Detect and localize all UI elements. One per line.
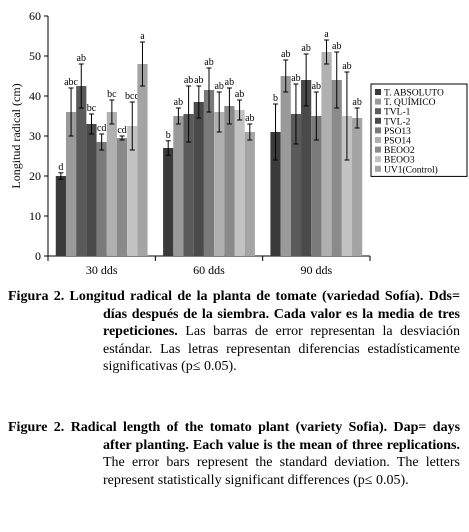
- caption-es-label: Figura 2.: [8, 289, 65, 304]
- y-tick-label: 10: [29, 209, 41, 223]
- significance-letter: ab: [301, 43, 310, 54]
- y-axis-label: Longitud radical (cm): [9, 83, 23, 188]
- legend-entry: BEOO2: [384, 146, 415, 156]
- bar: [173, 116, 184, 256]
- legend-entry: TVL-2: [384, 117, 411, 127]
- significance-letter: ab: [312, 81, 321, 92]
- caption-en-text: The error bars represent the standard de…: [103, 455, 460, 488]
- bar: [127, 126, 138, 256]
- bar: [65, 112, 77, 256]
- legend-entry: T. QUÍMICO: [384, 96, 436, 108]
- legend-swatch: [375, 108, 381, 115]
- legend-box: [370, 83, 468, 177]
- bar: [290, 114, 302, 256]
- significance-letter: ab: [225, 77, 234, 88]
- bar: [234, 110, 245, 256]
- caption-english: Figure 2. Radical length of the tomato p…: [8, 419, 460, 489]
- bar: [203, 90, 215, 256]
- bar: [280, 76, 291, 256]
- caption-spanish: Figura 2. Longitud radical de la planta …: [8, 288, 460, 376]
- bar: [183, 114, 194, 256]
- significance-letter: abc: [64, 77, 78, 88]
- significance-letter: d: [58, 162, 63, 173]
- significance-letter: bc: [87, 103, 97, 114]
- legend-swatch: [375, 137, 381, 143]
- y-tick-label: 60: [29, 9, 41, 23]
- significance-letter: ab: [352, 97, 361, 108]
- legend-entry: UV1(Control): [384, 164, 438, 175]
- legend-entry: PSO13: [384, 127, 411, 137]
- significance-letter: ab: [281, 49, 290, 60]
- bar: [214, 112, 225, 256]
- bar: [137, 64, 148, 256]
- y-tick-label: 40: [29, 89, 41, 103]
- significance-letter: ab: [194, 75, 203, 86]
- y-tick-label: 0: [35, 249, 41, 263]
- legend-swatch: [375, 156, 381, 163]
- legend-swatch: [375, 146, 381, 153]
- y-tick-label: 30: [29, 129, 41, 143]
- bar: [321, 52, 332, 256]
- significance-letter: ab: [235, 89, 244, 100]
- significance-letter: ab: [174, 97, 183, 108]
- significance-letter: cd: [97, 123, 106, 134]
- significance-letter: a: [324, 29, 329, 40]
- legend-swatch: [375, 117, 381, 124]
- caption-en-label: Figure 2.: [8, 420, 65, 435]
- significance-letter: ab: [245, 113, 254, 124]
- significance-letter: bc: [107, 89, 117, 100]
- bar: [244, 132, 255, 256]
- bar: [311, 116, 322, 256]
- bar: [341, 116, 353, 256]
- bar: [55, 176, 66, 256]
- bar: [193, 102, 204, 256]
- caption-es-text: Las barras de error representan la desvi…: [103, 324, 460, 375]
- bar: [76, 86, 87, 256]
- significance-letter: ab: [291, 73, 300, 84]
- caption-en-bold: Radical length of the tomato plant (vari…: [70, 420, 461, 453]
- significance-letter: bcd: [125, 91, 139, 102]
- bar: [301, 80, 312, 256]
- significance-letter: ab: [204, 57, 213, 68]
- significance-letter: b: [166, 130, 171, 141]
- bar: [106, 112, 117, 256]
- legend-swatch: [375, 89, 381, 95]
- x-tick-label: 60 dds: [193, 263, 225, 277]
- legend-entry: TVL-1: [384, 108, 411, 118]
- bar-chart: 0 10 20 30 40 50 60 Longitud radical (cm) 30 dds…: [9, 9, 468, 277]
- legend-swatch: [375, 165, 381, 172]
- significance-letter: ab: [184, 75, 193, 86]
- bar: [163, 148, 174, 256]
- significance-letter: cd: [117, 125, 126, 136]
- bar: [116, 138, 128, 256]
- significance-letter: b: [273, 93, 278, 104]
- significance-letter: ab: [214, 81, 223, 92]
- x-tick-label: 90 dds: [300, 263, 332, 277]
- significance-letter: a: [140, 31, 145, 42]
- y-tick-label: 20: [29, 169, 41, 183]
- bar: [86, 124, 97, 256]
- caption-es-bold: Longitud radical de la planta de tomate …: [69, 289, 460, 340]
- significance-letter: ab: [77, 53, 86, 64]
- legend-swatch: [375, 127, 381, 134]
- y-tick-label: 50: [29, 49, 41, 63]
- bar: [331, 80, 342, 256]
- significance-letter: ab: [332, 41, 341, 52]
- bar: [96, 142, 107, 256]
- legend-entry: T. ABSOLUTO: [384, 89, 444, 99]
- legend-swatch: [375, 98, 381, 105]
- bar: [352, 118, 363, 256]
- legend-entry: PSO14: [384, 137, 411, 147]
- chart-axes: 0 10 20 30 40 50 60 Longitud radical (cm) 30 dds…: [9, 9, 371, 277]
- significance-letter: ab: [342, 61, 351, 72]
- legend-entry: BEOO3: [384, 156, 415, 166]
- x-tick-label: 30 dds: [86, 263, 118, 277]
- bar: [270, 132, 281, 256]
- bar: [224, 106, 235, 256]
